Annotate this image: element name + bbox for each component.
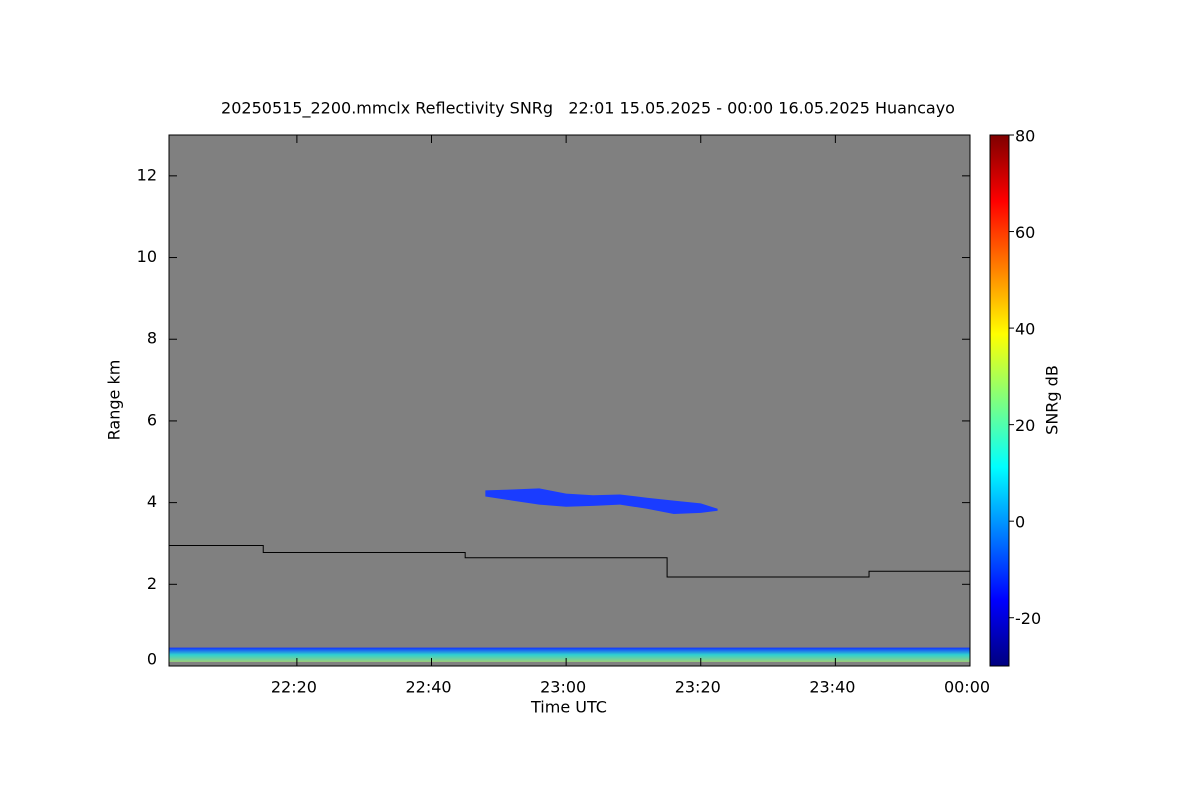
x-tick-label: 23:20 [675,678,721,697]
chart-title: 20250515_2200.mmclx Reflectivity SNRg 22… [221,99,955,119]
y-tick-label: 8 [147,329,157,348]
x-tick-label: 00:00 [944,678,990,697]
colorbar-tick-label: 40 [1015,320,1035,339]
colorbar-tick-label: 80 [1015,127,1035,146]
plot-background [169,135,970,666]
surface-band [169,647,970,662]
x-tick-label: 23:40 [809,678,855,697]
x-tick-label: 23:00 [540,678,586,697]
colorbar-tick-label: -20 [1015,609,1041,628]
step-line [169,545,970,578]
y-axis-label: Range km [105,360,124,441]
colorbar-label: SNRg dB [1043,365,1062,435]
echo-layer [485,488,718,515]
x-axis-label: Time UTC [530,698,607,717]
colorbar-tick-label: 0 [1015,513,1025,532]
x-tick-label: 22:40 [405,678,451,697]
y-tick-label: 12 [137,165,157,184]
plot-frame [168,134,971,667]
colorbar-tick-label: 20 [1015,416,1035,435]
y-tick-label: 2 [147,574,157,593]
y-tick-label: 4 [147,492,157,511]
y-tick-label: 10 [137,247,157,266]
y-tick-label: 0 [147,650,157,669]
colorbar [989,134,1010,667]
y-tick-label: 6 [147,410,157,429]
x-tick-label: 22:20 [271,678,317,697]
colorbar-tick-label: 60 [1015,223,1035,242]
